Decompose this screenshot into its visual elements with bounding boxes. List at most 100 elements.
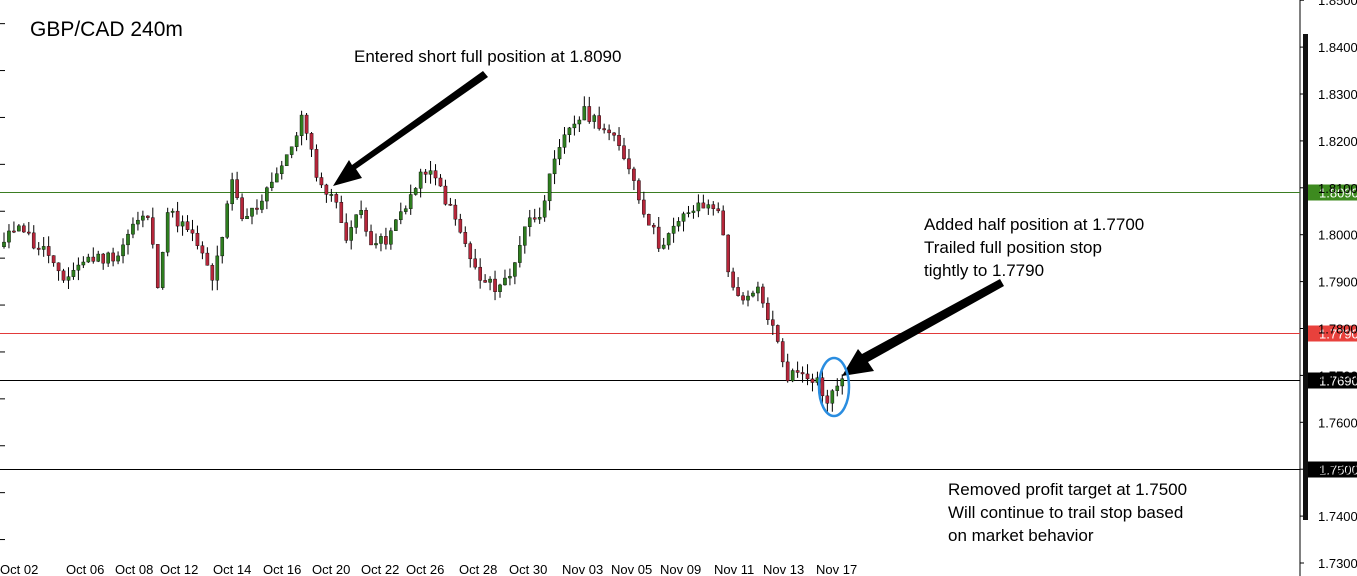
candle-body bbox=[56, 262, 61, 272]
candle-body bbox=[840, 378, 845, 387]
candle bbox=[587, 96, 592, 124]
candle-body bbox=[81, 261, 86, 266]
candle-body bbox=[503, 277, 507, 286]
candle bbox=[523, 226, 527, 254]
add-annotation-line3: tightly to 1.7790 bbox=[924, 261, 1045, 280]
candle-body bbox=[17, 225, 21, 232]
level-tag-entry bbox=[1305, 184, 1357, 201]
candle-body bbox=[265, 187, 269, 202]
candle bbox=[270, 172, 274, 192]
candle-body bbox=[270, 181, 274, 188]
candle bbox=[31, 225, 36, 250]
candle-body bbox=[225, 203, 230, 238]
candle-body bbox=[36, 247, 41, 250]
candle bbox=[195, 225, 200, 250]
candle-body bbox=[121, 244, 125, 257]
candle bbox=[681, 211, 686, 232]
y-tick-label: 1.8300 bbox=[1318, 87, 1357, 102]
candle-body bbox=[552, 158, 557, 175]
candle-body bbox=[210, 265, 215, 281]
candle bbox=[577, 116, 582, 132]
candle bbox=[423, 168, 428, 184]
x-tick-label: Oct 16 bbox=[263, 562, 301, 576]
candle-body bbox=[235, 179, 239, 198]
candle bbox=[835, 378, 840, 397]
candle-body bbox=[354, 214, 358, 228]
candle bbox=[428, 160, 433, 184]
y-tick-label: 1.8100 bbox=[1318, 181, 1357, 196]
candle-body bbox=[146, 215, 150, 218]
candle bbox=[671, 217, 676, 243]
candle bbox=[676, 217, 681, 232]
candle bbox=[27, 222, 31, 236]
candle bbox=[76, 257, 81, 281]
level-tag-label-target: 1.7500 bbox=[1319, 463, 1357, 478]
candle bbox=[761, 283, 765, 308]
candle-body bbox=[160, 251, 165, 288]
candle-body bbox=[299, 114, 304, 136]
target-annotation: Removed profit target at 1.7500 Will cont… bbox=[948, 478, 1187, 547]
candle-body bbox=[691, 210, 696, 213]
candle-body bbox=[314, 149, 319, 178]
candle-body bbox=[592, 115, 597, 122]
y-tick-label: 1.8500 bbox=[1318, 0, 1357, 8]
candle bbox=[334, 192, 339, 209]
add-annotation: Added half position at 1.7700 Trailed ful… bbox=[924, 213, 1144, 282]
candle bbox=[131, 217, 135, 239]
candle-body bbox=[136, 219, 140, 225]
candle bbox=[284, 154, 289, 167]
candle-body bbox=[686, 212, 691, 215]
candle bbox=[66, 267, 71, 290]
candle bbox=[175, 201, 180, 233]
y-tick-label: 1.8200 bbox=[1318, 134, 1357, 149]
candle bbox=[240, 193, 244, 222]
candle bbox=[800, 366, 805, 383]
candle bbox=[304, 112, 309, 141]
candle bbox=[46, 236, 51, 264]
candle-body bbox=[463, 232, 468, 244]
axis-scrollbar[interactable] bbox=[1303, 34, 1308, 520]
candle bbox=[116, 251, 120, 265]
y-tick-label: 1.7600 bbox=[1318, 415, 1357, 430]
candle bbox=[394, 219, 398, 231]
candle-body bbox=[180, 221, 185, 227]
candle-body bbox=[716, 208, 721, 212]
candle-body bbox=[2, 241, 6, 248]
candle-body bbox=[86, 256, 91, 263]
candle bbox=[731, 267, 735, 291]
candle bbox=[86, 253, 91, 263]
candle bbox=[726, 234, 730, 278]
candle bbox=[592, 113, 597, 129]
candle-body bbox=[671, 225, 676, 234]
candle bbox=[775, 324, 780, 344]
candle-body bbox=[681, 213, 686, 222]
x-tick-label: Oct 02 bbox=[0, 562, 38, 576]
candle bbox=[637, 178, 641, 204]
candle-body bbox=[408, 194, 413, 209]
candle-body bbox=[562, 134, 567, 148]
candle-body bbox=[165, 212, 170, 253]
x-tick-label: Nov 09 bbox=[660, 562, 701, 576]
candle bbox=[389, 227, 393, 250]
entry-arrow bbox=[333, 71, 488, 186]
candle bbox=[205, 247, 210, 266]
candle-body bbox=[622, 145, 626, 159]
candle bbox=[756, 281, 760, 302]
candle bbox=[493, 270, 497, 301]
candle-body bbox=[602, 128, 606, 131]
y-tick-label: 1.7300 bbox=[1318, 556, 1357, 571]
candle bbox=[150, 207, 155, 249]
candle-body bbox=[513, 262, 517, 277]
candle-body bbox=[780, 341, 785, 363]
candle-body bbox=[771, 319, 775, 326]
candle bbox=[12, 221, 16, 234]
candle-body bbox=[379, 236, 383, 244]
candle-body bbox=[418, 171, 423, 189]
candle-body bbox=[116, 255, 120, 262]
candle bbox=[607, 124, 611, 141]
x-tick-label: Nov 11 bbox=[714, 562, 754, 576]
candle-body bbox=[200, 245, 205, 254]
candlestick-series bbox=[2, 96, 845, 412]
target-annotation-line1: Removed profit target at 1.7500 bbox=[948, 480, 1188, 499]
candle-body bbox=[666, 233, 671, 246]
